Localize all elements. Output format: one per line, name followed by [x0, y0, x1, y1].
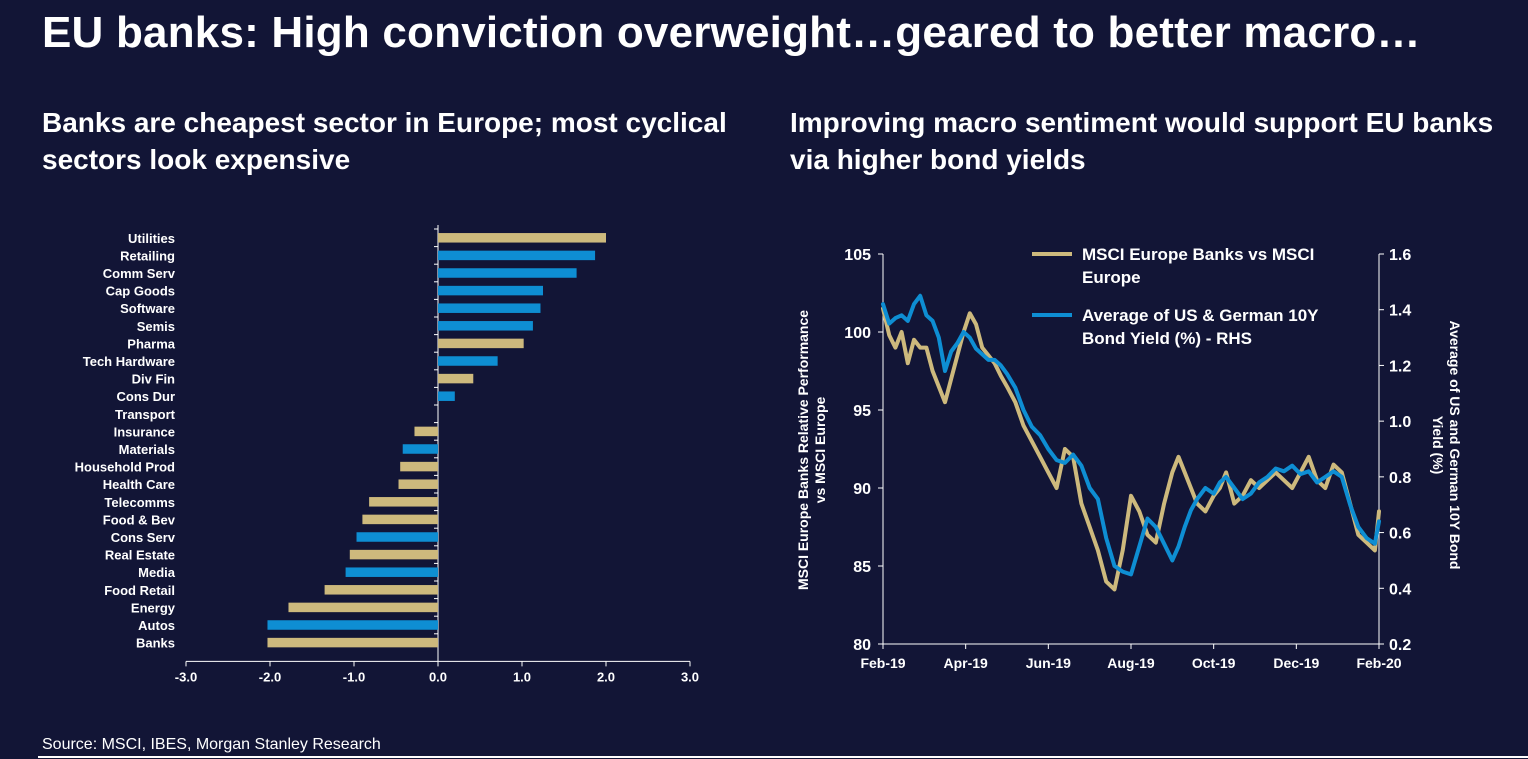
bar-health-care	[398, 479, 438, 489]
x-tick-label: 1.0	[513, 669, 531, 684]
legend-label: Average of US & German 10Y Bond Yield (%)…	[1082, 306, 1319, 348]
right-chart-subtitle: Improving macro sentiment would support …	[790, 107, 1494, 175]
bar-media	[345, 567, 438, 577]
bar-autos	[267, 620, 438, 630]
bar-retailing	[438, 250, 596, 261]
bar-cons-serv	[356, 532, 438, 542]
footer-divider	[38, 756, 1528, 758]
category-label: Food & Bev	[103, 512, 176, 527]
bar-real-estate	[349, 549, 438, 560]
x-tick-label: 3.0	[681, 669, 699, 684]
x-tick-label: Jun-19	[1026, 655, 1071, 671]
category-label: Pharma	[127, 336, 175, 351]
category-label: Media	[138, 565, 176, 580]
banks-relative-performance-line	[881, 306, 1381, 592]
bar-food-bev	[362, 514, 438, 525]
category-label: Utilities	[128, 231, 175, 246]
category-label: Autos	[138, 618, 175, 633]
bond-yield-line	[881, 293, 1381, 577]
right-y-tick-label: 1.4	[1389, 303, 1411, 320]
legend-label-line: MSCI Europe Banks vs MSCI	[1082, 245, 1314, 264]
left-y-tick-label: 100	[844, 325, 871, 342]
x-tick-label: -2.0	[259, 669, 281, 684]
left-y-tick-label: 105	[844, 247, 871, 264]
category-label: Energy	[131, 600, 176, 615]
category-label: Software	[120, 301, 175, 316]
right-y-axis-title: Average of US and German 10Y BondYield (…	[1430, 321, 1463, 570]
category-label: Cons Serv	[111, 530, 176, 545]
right-y-tick-label: 1.2	[1389, 358, 1411, 375]
legend-label-line: Europe	[1082, 268, 1141, 287]
right-y-tick-label: 0.2	[1389, 637, 1411, 654]
banks-vs-bond-yield-line-chart: 80 85 90 95 100 105 0.2 0.4 0.6 0.8 1.0 1.2 1.4 1.6 Fe…	[795, 245, 1463, 671]
left-y-tick-label: 95	[853, 403, 871, 420]
category-label: Materials	[119, 442, 175, 457]
category-label: Semis	[137, 319, 175, 334]
x-tick-label: -3.0	[175, 669, 197, 684]
bar-cons-dur	[438, 391, 455, 401]
bar-pharma	[438, 338, 524, 349]
left-y-tick-label: 80	[853, 637, 871, 654]
bar-banks	[267, 637, 438, 648]
bar-insurance	[414, 426, 438, 437]
x-tick-label: Feb-19	[860, 655, 905, 671]
bar-semis	[438, 321, 533, 331]
bar-cap-goods	[438, 285, 543, 296]
x-tick-label: Oct-19	[1192, 655, 1236, 671]
right-y-title-line-2: Yield (%)	[1430, 416, 1446, 475]
legend-label-line: Average of US & German 10Y	[1082, 306, 1319, 325]
bar-telecomms	[369, 497, 438, 507]
bar-utilities	[438, 233, 606, 243]
bar-household-prod	[400, 461, 438, 472]
bar-software	[438, 303, 541, 313]
bar-materials	[402, 444, 438, 454]
category-label: Health Care	[103, 477, 175, 492]
slide-title: EU banks: High conviction overweight…gea…	[42, 8, 1421, 57]
right-y-tick-label: 1.0	[1389, 414, 1411, 431]
category-label: Transport	[115, 407, 176, 422]
x-tick-label: 0.0	[429, 669, 447, 684]
category-label: Household Prod	[75, 460, 175, 475]
sector-valuation-bar-chart: Utilities Retailing Comm Serv Cap Goods Soft…	[75, 225, 699, 684]
left-y-axis-title: MSCI Europe Banks Relative Performancevs…	[795, 310, 828, 590]
right-y-tick-label: 0.6	[1389, 526, 1411, 543]
bar-food-retail	[324, 585, 438, 595]
left-y-title-line-1: MSCI Europe Banks Relative Performance	[795, 310, 811, 590]
x-tick-label: Aug-19	[1107, 655, 1155, 671]
right-y-tick-label: 0.8	[1389, 470, 1411, 487]
left-y-tick-label: 90	[853, 481, 871, 498]
x-tick-label: Dec-19	[1273, 655, 1319, 671]
category-label: Insurance	[114, 424, 175, 439]
category-label: Telecomms	[104, 495, 175, 510]
x-tick-label: -1.0	[343, 669, 365, 684]
right-y-tick-label: 1.6	[1389, 247, 1411, 264]
bar-comm-serv	[438, 268, 577, 278]
category-label: Div Fin	[132, 372, 175, 387]
category-label: Retailing	[120, 248, 175, 263]
category-label: Banks	[136, 636, 175, 651]
legend-label: MSCI Europe Banks vs MSCI Europe	[1082, 245, 1314, 287]
bar-div-fin	[438, 373, 474, 384]
legend-label-line: Bond Yield (%) - RHS	[1082, 329, 1252, 348]
category-label: Tech Hardware	[83, 354, 175, 369]
right-y-tick-label: 0.4	[1389, 581, 1411, 598]
left-chart-subtitle: Banks are cheapest sector in Europe; mos…	[42, 107, 727, 175]
category-label: Comm Serv	[103, 266, 176, 281]
left-y-title-line-2: vs MSCI Europe	[812, 397, 828, 504]
category-label: Real Estate	[105, 548, 175, 563]
right-y-title-line-1: Average of US and German 10Y Bond	[1447, 321, 1463, 570]
bar-energy	[288, 602, 438, 613]
bar-tech-hardware	[438, 356, 498, 366]
category-label: Cons Dur	[117, 389, 176, 404]
category-label: Cap Goods	[106, 284, 175, 299]
left-y-tick-label: 85	[853, 559, 871, 576]
category-label: Food Retail	[104, 583, 175, 598]
x-tick-label: Feb-20	[1356, 655, 1401, 671]
x-tick-label: Apr-19	[943, 655, 988, 671]
source-note: Source: MSCI, IBES, Morgan Stanley Resea…	[42, 736, 381, 753]
x-tick-label: 2.0	[597, 669, 615, 684]
